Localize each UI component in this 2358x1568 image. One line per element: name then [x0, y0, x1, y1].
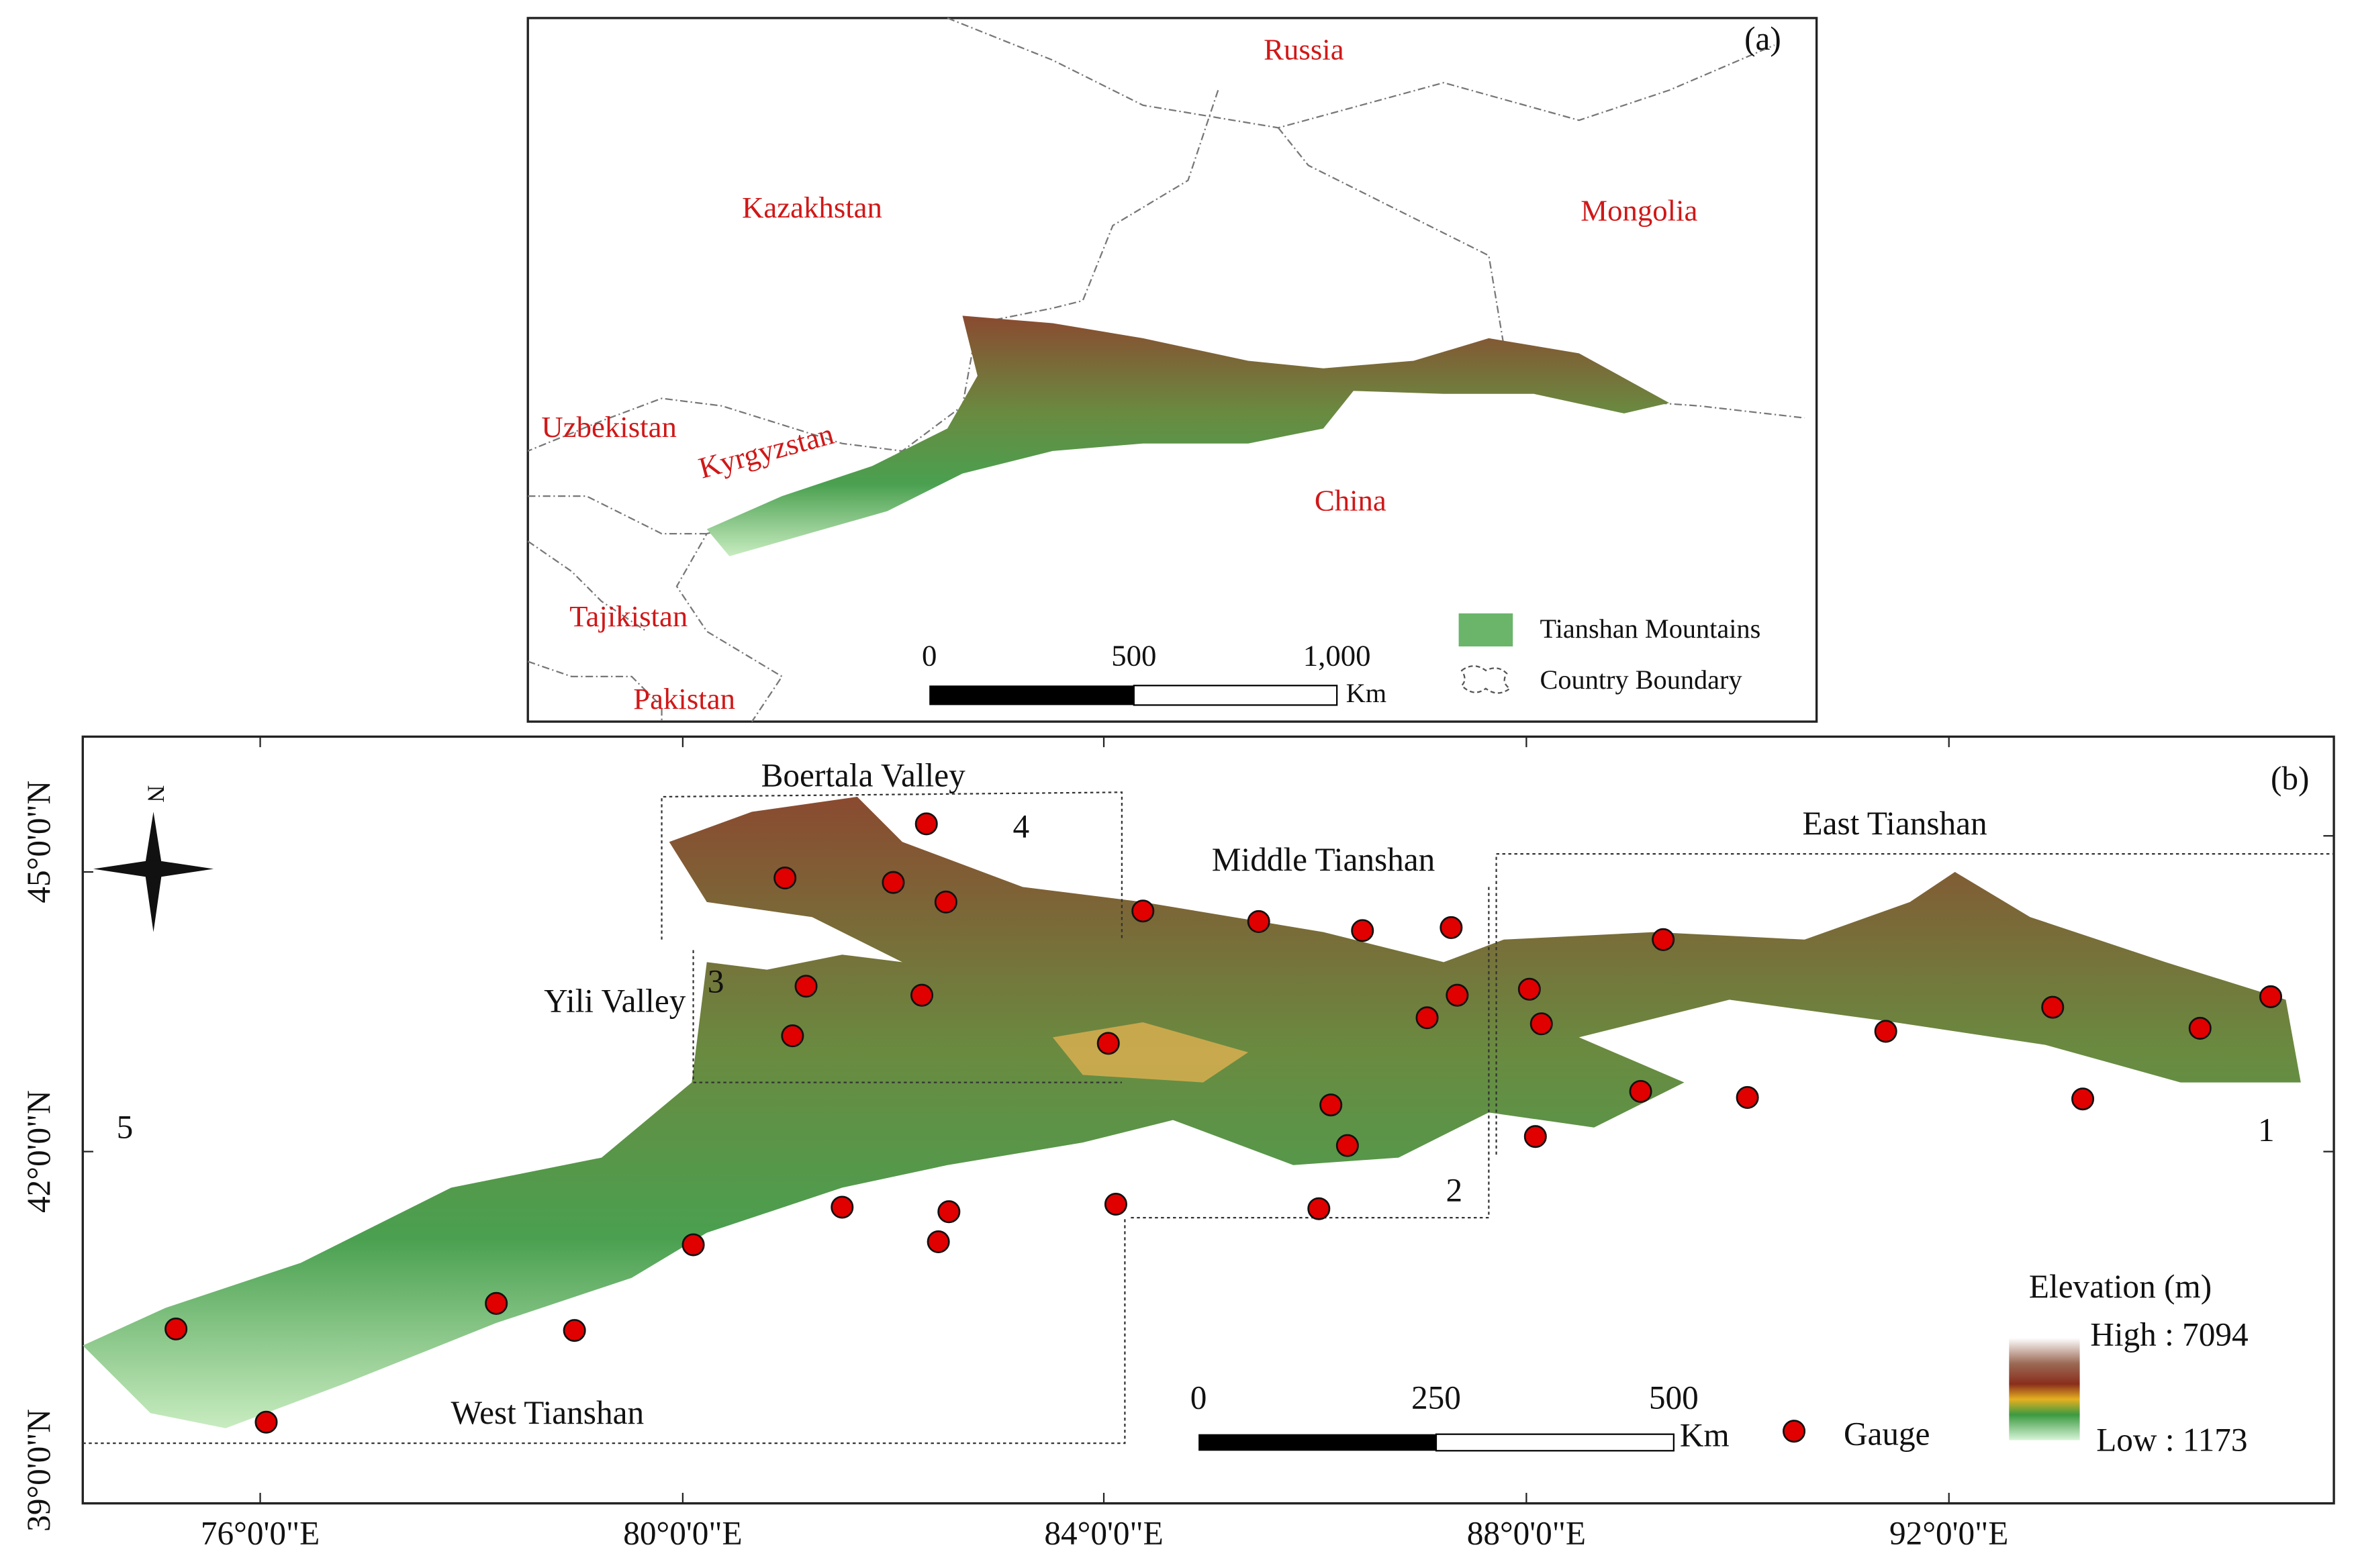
panel-b: (b) N Boertala Valley Middle Tianshan Ea… — [20, 735, 2335, 1551]
region-number: 2 — [1446, 1172, 1463, 1209]
region-label: Middle Tianshan — [1212, 841, 1435, 878]
y-tick-label: 42°0'0"N — [20, 1090, 57, 1213]
region-number: 1 — [2258, 1112, 2275, 1148]
legend-label: Tianshan Mountains — [1540, 614, 1761, 644]
scale-label: 500 — [1111, 638, 1156, 672]
x-tick-label: 80°0'0"E — [623, 1514, 742, 1551]
scale-bar — [1435, 1433, 1675, 1452]
legend-title: Elevation (m) — [2029, 1268, 2212, 1305]
panel-a: Russia Kazakhstan Mongolia Uzbekistan Ky… — [526, 17, 1818, 723]
elevation-ramp — [2009, 1338, 2080, 1440]
country-name: Tajikistan — [569, 599, 688, 633]
legend-swatch — [1458, 613, 1513, 647]
legend-swatch — [1460, 665, 1511, 694]
tianshan-area — [706, 315, 1670, 556]
scale-bar — [1133, 685, 1338, 706]
panel-label: (b) — [2271, 760, 2309, 797]
legend-label: High : 7094 — [2090, 1316, 2248, 1353]
country-name: Kazakhstan — [742, 191, 882, 224]
country-name: Uzbekistan — [541, 410, 676, 444]
region-number: 5 — [117, 1109, 134, 1146]
scale-label: 0 — [1190, 1379, 1207, 1416]
country-name: Mongolia — [1581, 193, 1697, 227]
scale-label: 1,000 — [1303, 638, 1371, 672]
region-number: 3 — [708, 963, 724, 999]
scale-bar — [929, 685, 1134, 705]
ticks — [83, 736, 2335, 1504]
scale-bar — [1198, 1434, 1436, 1451]
scale-label: 250 — [1411, 1379, 1461, 1416]
region-label: East Tianshan — [1803, 805, 1987, 842]
scale-unit: Km — [1680, 1417, 1730, 1454]
scale-label: 0 — [922, 638, 937, 672]
country-name: Pakistan — [633, 682, 735, 716]
region-label: Yili Valley — [544, 982, 686, 1019]
x-tick-label: 76°0'0"E — [201, 1514, 320, 1551]
y-tick-label: 45°0'0"N — [20, 781, 57, 903]
scale-label: 500 — [1649, 1379, 1699, 1416]
north-label: N — [142, 785, 169, 803]
x-tick-label: 88°0'0"E — [1467, 1514, 1586, 1551]
legend-label: Gauge — [1844, 1415, 1930, 1452]
region-label: West Tianshan — [451, 1394, 645, 1431]
x-tick-label: 84°0'0"E — [1044, 1514, 1163, 1551]
x-tick-label: 92°0'0"E — [1889, 1514, 2008, 1551]
region-number: 4 — [1013, 808, 1030, 845]
region-label: Boertala Valley — [761, 756, 966, 793]
tianshan-relief — [83, 797, 2301, 1428]
legend-gauge — [1783, 1420, 1806, 1443]
country-name: China — [1315, 484, 1386, 518]
y-tick-label: 39°0'0"N — [20, 1409, 57, 1532]
panel-label: (a) — [1744, 20, 1781, 57]
country-name: Russia — [1264, 33, 1344, 66]
gauges — [164, 812, 2283, 1434]
legend-label: Country Boundary — [1540, 665, 1742, 695]
scale-unit: Km — [1346, 678, 1386, 708]
legend-label: Low : 1173 — [2096, 1421, 2247, 1458]
